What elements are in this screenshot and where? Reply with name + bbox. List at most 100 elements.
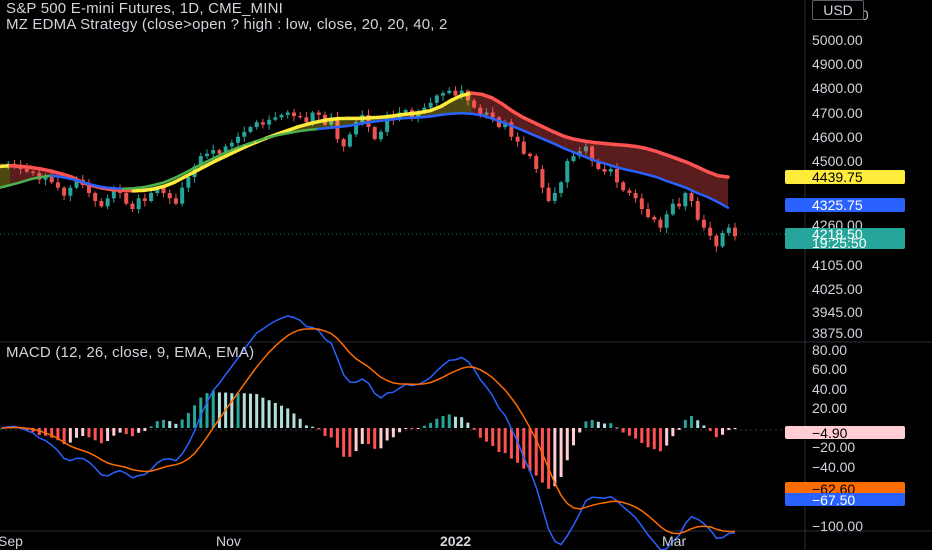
macd-tick-label: 40.00 [812, 381, 847, 397]
slow-edma-line [0, 183, 12, 189]
fast-edma-line [480, 92, 494, 100]
macd-histogram-bar [422, 425, 426, 428]
fast-edma-line [49, 169, 64, 176]
candle-body [43, 177, 48, 180]
candle-body [677, 203, 682, 207]
slow-edma-line [542, 137, 555, 145]
slow-edma-line [183, 166, 197, 175]
fast-edma-line [182, 169, 197, 179]
macd-histogram-bar [112, 428, 116, 436]
edma-fill [717, 175, 728, 208]
candle-body [428, 102, 433, 108]
slow-edma-line [121, 186, 135, 190]
slow-edma-line [244, 139, 258, 146]
candle-body [540, 169, 545, 188]
macd-histogram-bar [211, 390, 215, 428]
fast-edma-line [172, 175, 187, 185]
fast-edma-line [449, 93, 464, 103]
chart-title[interactable]: S&P 500 E-mini Futures, 1D, CME_MINI [6, 0, 284, 17]
slow-edma-line [275, 132, 289, 137]
edma-fill [656, 151, 667, 181]
macd-histogram-bar [367, 428, 370, 445]
candle-body [652, 217, 657, 220]
slow-edma-line [521, 129, 535, 137]
macd-histogram-bar [273, 402, 277, 428]
macd-histogram-bar [292, 413, 296, 428]
edma-fill [440, 100, 452, 115]
candle-body [478, 107, 483, 115]
candle-body [534, 156, 539, 169]
slow-edma-line [337, 124, 350, 129]
macd-histogram-bar [50, 428, 54, 438]
currency-button[interactable]: USD [812, 0, 864, 20]
macd-histogram-bar [56, 428, 60, 441]
slow-edma-line [50, 174, 63, 179]
candle-body [453, 90, 458, 96]
candle-body [658, 219, 663, 228]
candle-body [583, 146, 588, 152]
slow-edma-line [255, 136, 268, 143]
edma-fill [635, 146, 646, 175]
macd-histogram-bar [677, 428, 681, 430]
candle-body [31, 171, 36, 173]
price-tick-label: 3875.00 [812, 325, 863, 341]
macd-histogram-bar [559, 428, 563, 478]
edma-fill [338, 118, 349, 128]
edma-fill [645, 148, 657, 177]
candle-body [726, 227, 731, 233]
edma-fill [625, 145, 636, 172]
macd-histogram-bar [106, 428, 110, 442]
slow-edma-line [572, 151, 586, 158]
slow-edma-line [675, 183, 689, 190]
macd-histogram-bar [75, 428, 79, 438]
slow-edma-line [203, 156, 217, 164]
candle-body [621, 182, 626, 191]
macd-histogram-bar [304, 425, 308, 428]
candle-body [639, 198, 644, 209]
signal-line [1, 327, 736, 535]
candle-body [366, 114, 371, 128]
macd-histogram-bar [683, 419, 687, 428]
edma-fill [461, 93, 472, 114]
slow-edma-line [398, 116, 412, 120]
macd-histogram-bar [609, 423, 613, 428]
macd-histogram-bar [87, 428, 91, 438]
macd-histogram-bar [93, 428, 97, 441]
edma-fill [686, 162, 698, 193]
price-badge-label: 19:25:50 [812, 235, 867, 251]
candle-body [86, 185, 91, 193]
macd-histogram-bar [62, 428, 66, 445]
macd-histogram-bar [534, 428, 538, 476]
slow-edma-line [111, 186, 125, 190]
fast-edma-line [695, 165, 710, 174]
macd-histogram-bar [522, 428, 526, 469]
candle-body [720, 233, 725, 247]
candle-body [447, 90, 452, 94]
macd-histogram-bar [658, 428, 662, 452]
macd-histogram-bar [690, 416, 694, 428]
candle-body [701, 219, 706, 228]
candle-body [186, 177, 191, 188]
macd-histogram-bar [124, 428, 128, 435]
slow-edma-line [603, 162, 617, 169]
time-axis-label: Nov [216, 533, 241, 549]
macd-histogram-bar [584, 421, 588, 428]
strategy-label[interactable]: MZ EDMA Strategy (close>open ? high : lo… [6, 16, 448, 33]
macd-tick-label: −40.00 [812, 459, 855, 475]
candle-body [341, 139, 346, 147]
macd-histogram-bar [528, 428, 532, 472]
macd-histogram-bar [640, 428, 644, 444]
macd-histogram-bar [398, 428, 402, 433]
edma-fill [594, 142, 605, 164]
macd-value-badge [785, 493, 905, 506]
macd-tick-label: 20.00 [812, 400, 847, 416]
slow-edma-line [695, 191, 709, 199]
macd-histogram-bar [615, 427, 619, 429]
slow-edma-line [501, 120, 514, 128]
macd-label[interactable]: MACD (12, 26, close, 9, EMA, EMA) [6, 344, 255, 361]
candle-body [217, 150, 222, 154]
slow-edma-line [562, 147, 576, 154]
fast-edma-line [459, 91, 474, 98]
